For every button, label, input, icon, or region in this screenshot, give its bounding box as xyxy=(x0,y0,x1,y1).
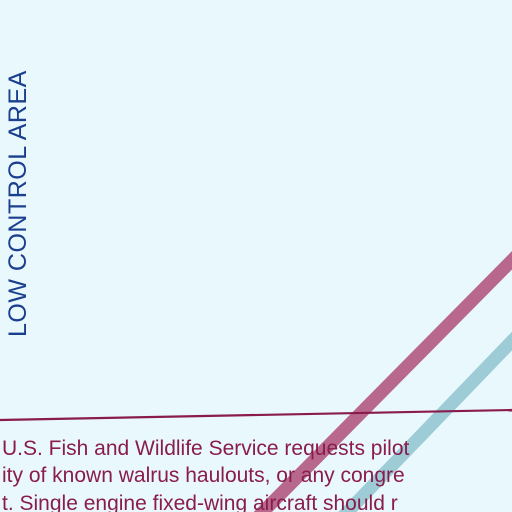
route-line-magenta xyxy=(253,251,512,512)
area-label: LOW CONTROL AREA xyxy=(4,70,32,337)
notice-line-1: U.S. Fish and Wildlife Service requests … xyxy=(2,437,410,460)
boundary-line xyxy=(0,408,512,422)
route-line-blue xyxy=(338,331,512,512)
notice-line-2: ity of known walrus haulouts, or any con… xyxy=(2,464,405,487)
notice-line-3: t. Single engine fixed-wing aircraft sho… xyxy=(2,492,398,512)
